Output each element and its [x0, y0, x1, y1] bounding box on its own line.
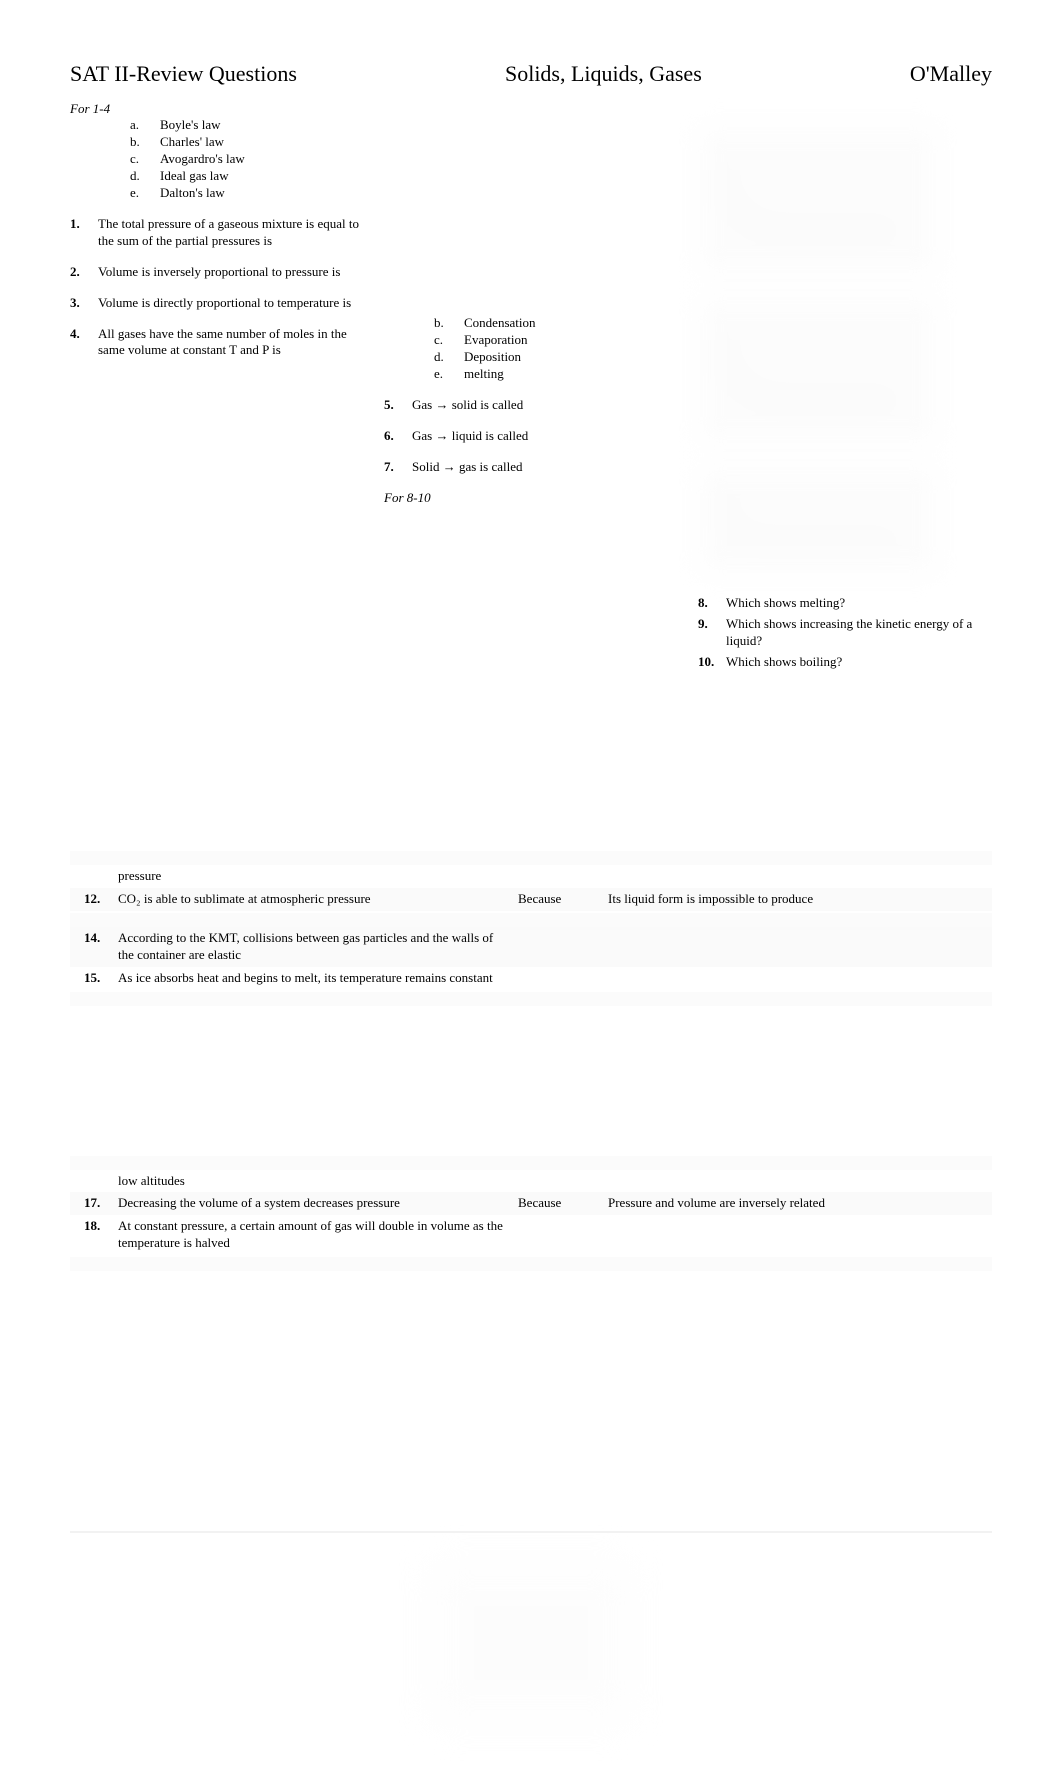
question-9: 9. Which shows increasing the kinetic en…: [698, 616, 992, 650]
question-2: 2. Volume is inversely proportional to p…: [70, 264, 364, 281]
column-1: a.Boyle's law b.Charles' law c.Avogardro…: [70, 117, 364, 671]
option-b2: b.Condensation: [434, 315, 678, 332]
question-6: 6. Gas → liquid is called: [384, 428, 678, 445]
statement-table-1: pressure 12. CO₂ is able to sublimate at…: [70, 851, 992, 1005]
question-5: 5. Gas → solid is called: [384, 397, 678, 414]
faint-row: [70, 851, 992, 865]
table-row: 12. CO₂ is able to sublimate at atmosphe…: [70, 888, 992, 911]
table-row: low altitudes: [70, 1170, 992, 1193]
option-e2: e.melting: [434, 366, 678, 383]
phase-diagram-blurred: [431, 1563, 631, 1723]
graph-3-blurred: [698, 465, 938, 575]
question-1: 1. The total pressure of a gaseous mixtu…: [70, 216, 364, 250]
faint-row: [70, 1156, 992, 1170]
header-title-left: SAT II-Review Questions: [70, 60, 297, 89]
section-2-label: For 8-10: [384, 490, 678, 507]
table-row: 15. As ice absorbs heat and begins to me…: [70, 967, 992, 990]
table-row: 17. Decreasing the volume of a system de…: [70, 1192, 992, 1215]
column-3: 8. Which shows melting? 9. Which shows i…: [698, 117, 992, 671]
document-header: SAT II-Review Questions Solids, Liquids,…: [70, 60, 992, 89]
option-b: b.Charles' law: [130, 134, 364, 151]
option-d: d.Ideal gas law: [130, 168, 364, 185]
options-list-2: b.Condensation c.Evaporation d.Depositio…: [384, 315, 678, 383]
option-a: a.Boyle's law: [130, 117, 364, 134]
faint-row: [70, 992, 992, 1006]
column-2: b.Condensation c.Evaporation d.Depositio…: [384, 117, 678, 671]
question-8: 8. Which shows melting?: [698, 595, 992, 612]
question-10: 10. Which shows boiling?: [698, 654, 992, 671]
question-7: 7. Solid → gas is called: [384, 459, 678, 476]
section-1-label: For 1-4: [70, 101, 992, 118]
header-title-right: O'Malley: [910, 60, 992, 89]
faint-row: [70, 913, 992, 927]
main-columns: a.Boyle's law b.Charles' law c.Avogardro…: [70, 117, 992, 671]
question-3: 3. Volume is directly proportional to te…: [70, 295, 364, 312]
divider-bottom: [70, 1531, 992, 1533]
faint-row: [70, 1257, 992, 1271]
question-4: 4. All gases have the same number of mol…: [70, 326, 364, 360]
table-row: 14. According to the KMT, collisions bet…: [70, 927, 992, 967]
statement-table-2: low altitudes 17. Decreasing the volume …: [70, 1156, 992, 1272]
options-list-1: a.Boyle's law b.Charles' law c.Avogardro…: [70, 117, 364, 201]
graph-2-blurred: [698, 295, 938, 445]
graph-1-blurred: [698, 125, 938, 275]
table-row: 18. At constant pressure, a certain amou…: [70, 1215, 992, 1255]
option-e: e.Dalton's law: [130, 185, 364, 202]
header-title-center: Solids, Liquids, Gases: [505, 60, 702, 89]
option-d2: d.Deposition: [434, 349, 678, 366]
option-c: c.Avogardro's law: [130, 151, 364, 168]
option-c2: c.Evaporation: [434, 332, 678, 349]
table-row: pressure: [70, 865, 992, 888]
